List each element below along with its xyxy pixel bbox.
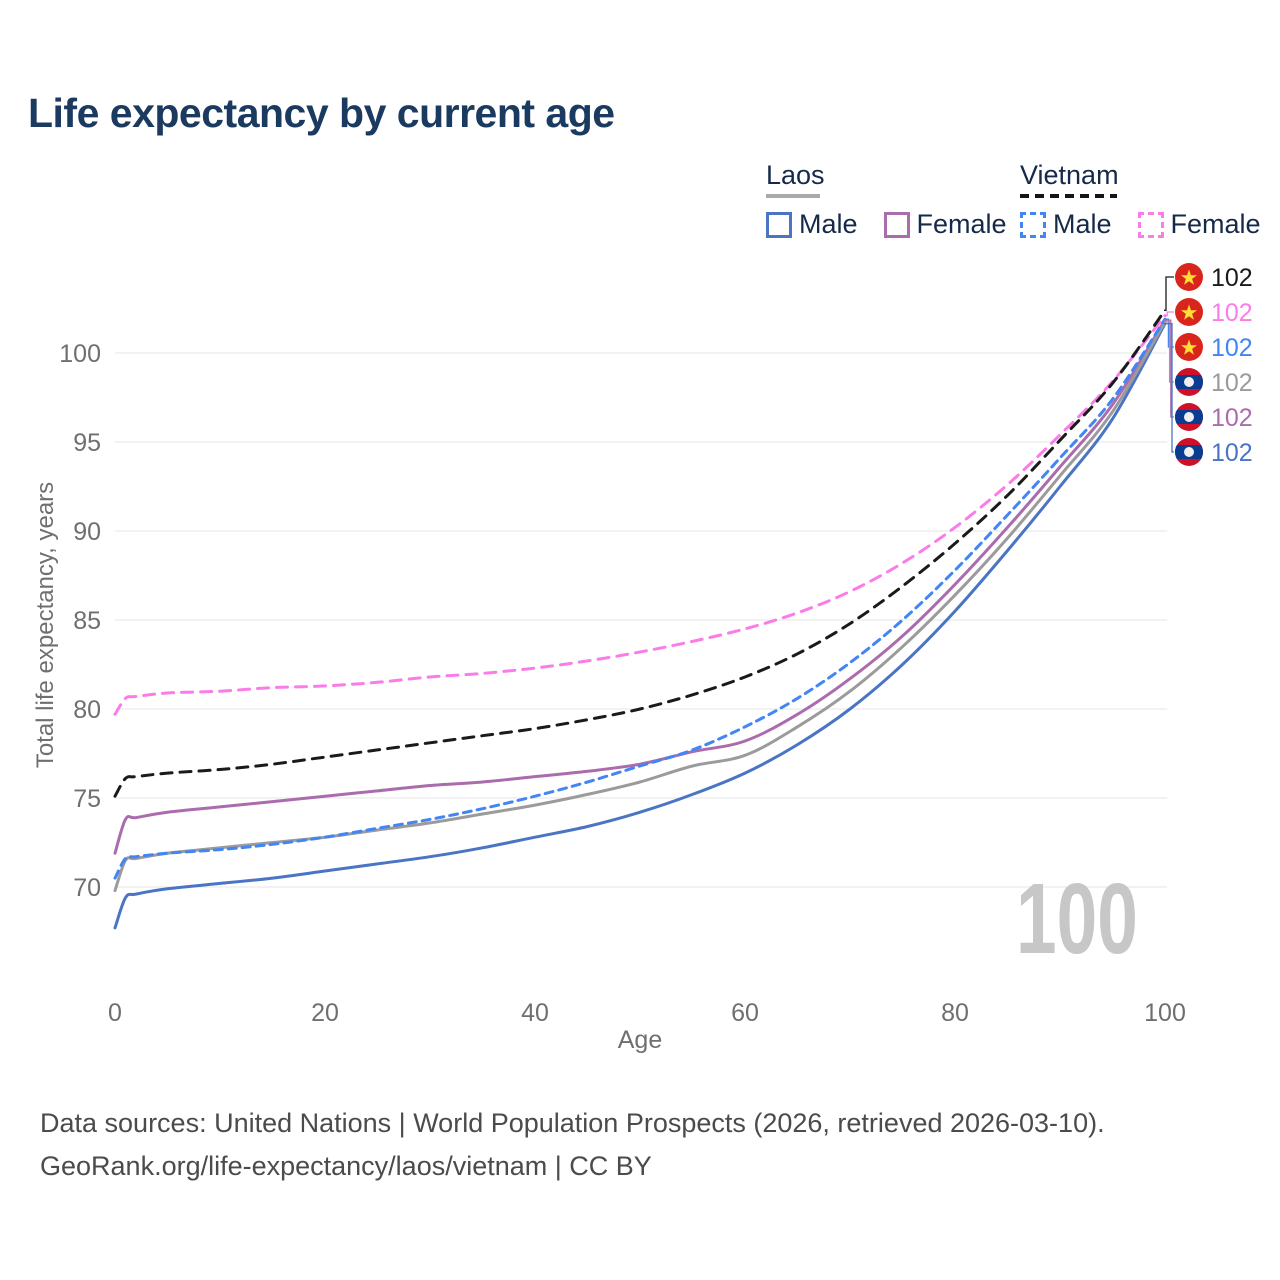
legend-label-laos-male: Male [799, 209, 858, 239]
legend-item-laos-female[interactable]: Female [883, 209, 1007, 240]
end-value-label-laos-female: 102 [1211, 404, 1253, 432]
series-line-vietnam-male [113, 317, 1167, 880]
series-line-vietnam-female [113, 314, 1167, 716]
legend-swatch-vietnam-male[interactable] [1020, 211, 1046, 238]
leader-line-vietnam-female [1164, 311, 1174, 317]
y-tick-label-70: 70 [73, 874, 101, 902]
flag-icon-laos [1175, 403, 1203, 431]
y-tick-label-85: 85 [73, 607, 101, 635]
y-tick-label-95: 95 [73, 429, 101, 457]
legend-swatch-vietnam-female[interactable] [1137, 211, 1164, 238]
y-tick-label-90: 90 [73, 518, 101, 546]
end-value-label-vietnam-all: 102 [1211, 264, 1253, 292]
flag-icon-vietnam [1175, 263, 1203, 291]
leader-line-laos-male [1164, 322, 1174, 453]
leader-line-vietnam-all [1164, 276, 1174, 311]
end-value-label-vietnam-male: 102 [1211, 334, 1253, 362]
legend-label-vietnam-male: Male [1053, 209, 1112, 239]
x-tick-label-40: 40 [521, 999, 549, 1027]
footer-attribution: GeoRank.org/life-expectancy/laos/vietnam… [40, 1150, 652, 1181]
y-tick-label-100: 100 [59, 340, 101, 368]
end-value-label-vietnam-female: 102 [1211, 299, 1253, 327]
legend-item-vietnam-female[interactable]: Female [1137, 209, 1261, 240]
end-value-label-laos-all: 102 [1211, 369, 1253, 397]
legend-group-laos: Laos Male Female [766, 160, 1007, 240]
y-tick-label-75: 75 [73, 785, 101, 813]
footer-data-sources: Data sources: United Nations | World Pop… [40, 1108, 1105, 1138]
vietnam-flag-star [1181, 269, 1197, 285]
x-tick-label-100: 100 [1144, 999, 1186, 1027]
series-line-laos-all [113, 320, 1167, 893]
vietnam-flag-star [1181, 304, 1197, 320]
legend-label-vietnam-female: Female [1170, 209, 1261, 239]
flag-icon-laos [1175, 368, 1203, 396]
legend-header-laos: Laos [766, 160, 825, 190]
series-line-vietnam-all [113, 308, 1167, 798]
x-tick-label-20: 20 [311, 999, 339, 1027]
footer: Data sources: United Nations | World Pop… [40, 1102, 1105, 1187]
flag-icon-laos [1175, 438, 1203, 466]
x-tick-label-80: 80 [941, 999, 969, 1027]
legend-underline-vietnam-dashed [1020, 194, 1117, 198]
legend-item-laos-male[interactable]: Male [766, 209, 858, 240]
legend-swatch-laos-male[interactable] [766, 211, 792, 238]
page-title: Life expectancy by current age [28, 90, 615, 136]
flag-icon-vietnam [1175, 298, 1203, 326]
legend-header-vietnam: Vietnam [1020, 160, 1119, 190]
x-tick-label-0: 0 [108, 999, 122, 1027]
x-axis-title: Age [617, 1026, 663, 1054]
legend-swatch-laos-female[interactable] [883, 211, 910, 238]
legend-underline-laos-solid [766, 194, 820, 198]
legend-item-vietnam-male[interactable]: Male [1020, 209, 1112, 240]
legend-label-laos-female: Female [916, 209, 1007, 239]
laos-flag-moon [1184, 447, 1194, 457]
x-tick-label-60: 60 [731, 999, 759, 1027]
y-tick-label-80: 80 [73, 696, 101, 724]
legend-group-vietnam: Vietnam Male Female [1020, 160, 1261, 240]
end-value-label-laos-male: 102 [1211, 439, 1253, 467]
vietnam-flag-star [1181, 339, 1197, 355]
flag-icon-vietnam [1175, 333, 1203, 361]
series-line-laos-male [113, 322, 1167, 930]
laos-flag-moon [1184, 412, 1194, 422]
y-axis-title: Total life expectancy, years [32, 481, 59, 769]
laos-flag-moon [1184, 377, 1194, 387]
series-line-laos-female [113, 318, 1167, 855]
